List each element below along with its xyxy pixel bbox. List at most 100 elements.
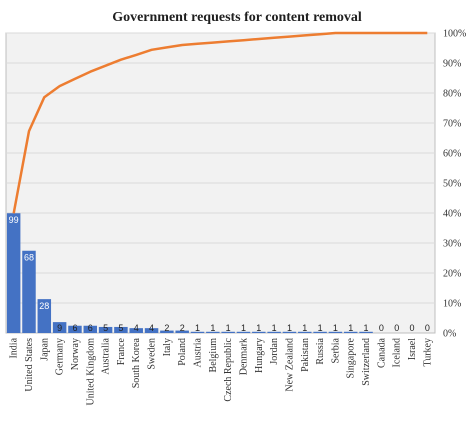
data-label: 2 bbox=[164, 323, 169, 333]
x-axis-tick-label: Hungary bbox=[254, 338, 265, 373]
x-axis-tick-label: India bbox=[9, 337, 20, 358]
bar bbox=[252, 331, 266, 333]
right-axis: 0% 10% 20% 30% 40% 50% 60% 70% 80% 90% 100% bbox=[443, 29, 466, 340]
bar bbox=[52, 322, 67, 333]
bar bbox=[221, 331, 235, 333]
x-axis-tick-label: Poland bbox=[177, 338, 188, 366]
data-label: 1 bbox=[302, 323, 307, 333]
x-axis-tick-label: United Kingdom bbox=[85, 338, 96, 406]
right-axis-tick-label: 30% bbox=[443, 239, 461, 250]
x-axis-tick-label: Switzerland bbox=[361, 338, 372, 386]
x-axis-tick-label: Canada bbox=[376, 337, 387, 368]
data-label: 68 bbox=[24, 253, 34, 263]
x-axis: India United States Japan Germany Norway Unit… bbox=[9, 337, 434, 405]
x-axis-tick-label: Jordan bbox=[269, 338, 280, 365]
bar bbox=[6, 213, 21, 333]
x-axis-tick-label: New Zealand bbox=[284, 338, 295, 392]
bar bbox=[144, 328, 159, 333]
cumulative-line bbox=[12, 31, 428, 214]
right-axis-tick-label: 0% bbox=[443, 329, 456, 340]
data-label: 5 bbox=[118, 323, 123, 333]
data-label: 5 bbox=[103, 323, 108, 333]
bar bbox=[267, 331, 281, 333]
data-label: 1 bbox=[210, 323, 215, 333]
x-axis-tick-label: Austria bbox=[193, 337, 204, 367]
cumulative-series-line bbox=[12, 31, 428, 214]
x-axis-tick-label: Japan bbox=[39, 338, 50, 361]
data-label: 1 bbox=[287, 323, 292, 333]
bar bbox=[22, 250, 36, 333]
data-label: 6 bbox=[88, 323, 93, 333]
data-label: 4 bbox=[134, 323, 139, 333]
data-label: 2 bbox=[180, 323, 185, 333]
bar bbox=[129, 328, 143, 333]
x-axis-tick-label: Sweden bbox=[147, 338, 158, 370]
bar bbox=[98, 326, 113, 333]
data-label: 1 bbox=[195, 323, 200, 333]
bar bbox=[160, 330, 174, 333]
bar bbox=[298, 331, 312, 333]
data-label: 4 bbox=[149, 323, 154, 333]
bar bbox=[328, 331, 343, 333]
x-axis-tick-label: Pakistan bbox=[300, 338, 311, 372]
bar bbox=[68, 325, 82, 333]
data-label: 0 bbox=[425, 323, 430, 333]
right-axis-tick-label: 100% bbox=[443, 29, 466, 40]
right-axis-tick-label: 20% bbox=[443, 269, 461, 280]
x-axis-tick-label: Belgium bbox=[208, 338, 219, 373]
x-axis-tick-label: Singapore bbox=[346, 337, 357, 378]
bar bbox=[37, 299, 52, 333]
bar bbox=[83, 325, 98, 333]
x-axis-tick-label: Italy bbox=[162, 338, 173, 356]
data-label: 0 bbox=[394, 323, 399, 333]
bar bbox=[236, 331, 251, 333]
data-label: 0 bbox=[410, 323, 415, 333]
data-label: 1 bbox=[364, 323, 369, 333]
data-label: 0 bbox=[379, 323, 384, 333]
x-axis-tick-label: Iceland bbox=[392, 338, 403, 367]
data-label: 1 bbox=[348, 323, 353, 333]
right-axis-tick-label: 70% bbox=[443, 119, 461, 130]
data-label: 6 bbox=[72, 323, 77, 333]
x-axis-tick-label: United States bbox=[24, 338, 35, 392]
right-axis-tick-label: 60% bbox=[443, 149, 461, 160]
data-label: 1 bbox=[256, 323, 261, 333]
data-label: 28 bbox=[39, 301, 49, 311]
bar bbox=[359, 331, 373, 333]
right-axis-tick-label: 80% bbox=[443, 89, 461, 100]
bar bbox=[114, 326, 128, 333]
x-axis-tick-label: Russia bbox=[315, 337, 326, 364]
data-label: 1 bbox=[333, 323, 338, 333]
data-label: 1 bbox=[226, 323, 231, 333]
data-label: 9 bbox=[57, 323, 62, 333]
bar bbox=[313, 331, 327, 333]
x-axis-tick-label: Germany bbox=[55, 338, 66, 375]
x-axis-tick-label: South Korea bbox=[131, 337, 142, 388]
x-axis-tick-label: France bbox=[116, 337, 127, 365]
data-label: 99 bbox=[9, 215, 19, 225]
x-axis-tick-label: Australia bbox=[101, 337, 112, 374]
chart-title: Government requests for content removal bbox=[112, 10, 362, 25]
x-axis-tick-label: Israel bbox=[407, 338, 418, 360]
bar bbox=[343, 331, 358, 333]
x-axis-tick-label: Norway bbox=[70, 338, 81, 370]
x-axis-tick-label: Turkey bbox=[422, 338, 433, 367]
data-label: 1 bbox=[241, 323, 246, 333]
x-axis-tick-label: Czech Republic bbox=[223, 337, 234, 401]
gridlines bbox=[6, 32, 435, 304]
bar bbox=[190, 331, 205, 333]
data-label: 1 bbox=[272, 323, 277, 333]
right-axis-tick-label: 40% bbox=[443, 209, 461, 220]
bar bbox=[206, 331, 220, 333]
x-axis-tick-label: Serbia bbox=[330, 337, 341, 363]
x-axis-tick-label: Denmark bbox=[238, 338, 249, 375]
right-axis-tick-label: 10% bbox=[443, 299, 461, 310]
data-label: 1 bbox=[318, 323, 323, 333]
right-axis-tick-label: 50% bbox=[443, 179, 461, 190]
bar bbox=[282, 331, 297, 333]
bar bbox=[175, 330, 189, 333]
right-axis-tick-label: 90% bbox=[443, 59, 461, 70]
